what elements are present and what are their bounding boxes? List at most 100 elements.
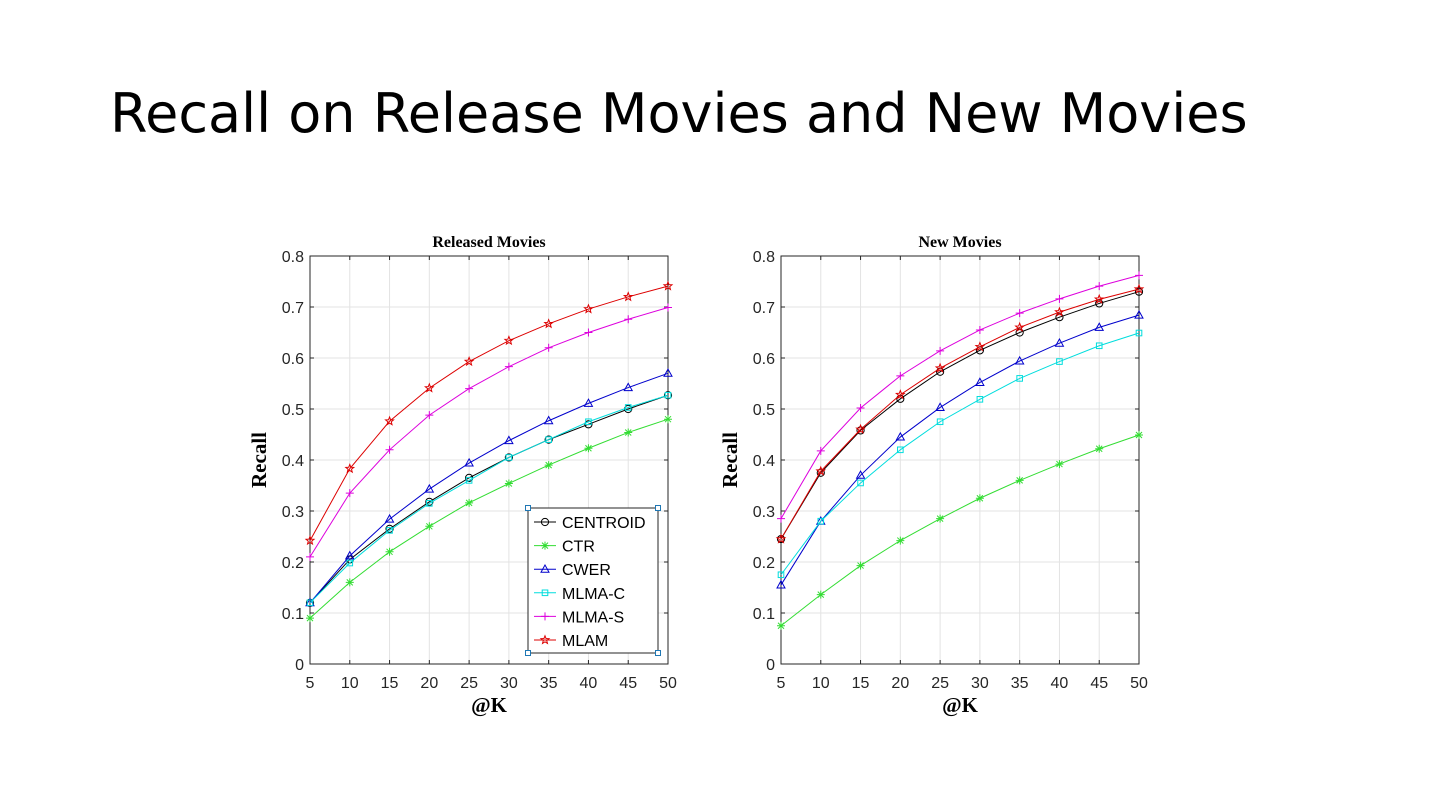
x-tick-label: 15 (381, 675, 399, 692)
data-point (624, 404, 632, 411)
data-point (465, 498, 474, 507)
data-point (1054, 306, 1065, 317)
data-point (1016, 375, 1023, 382)
legend: CENTROID CTR CWER MLMA-C MLMA-S MLAM (525, 505, 661, 656)
series-mlma-s (306, 303, 672, 561)
legend-marker (540, 563, 550, 573)
data-point (816, 590, 825, 599)
legend-label: MLAM (562, 633, 608, 650)
x-tick-label: 15 (852, 675, 870, 692)
series-mlma-c (777, 329, 1143, 579)
y-tick-label: 0 (295, 657, 304, 674)
data-point (856, 403, 865, 412)
data-point (505, 454, 513, 461)
series-line (309, 418, 669, 619)
series-mlma-c (306, 391, 672, 607)
y-tick-label: 0.3 (282, 504, 304, 521)
data-point (345, 578, 354, 587)
legend-label: CENTROID (562, 515, 646, 532)
data-point (975, 377, 985, 386)
legend-label: CTR (562, 539, 595, 556)
data-point (544, 343, 553, 352)
legend-item-centroid: CENTROID (534, 515, 646, 532)
data-point (386, 527, 393, 534)
data-point (304, 534, 316, 546)
data-point (895, 389, 906, 400)
x-tick-label: 25 (460, 675, 478, 692)
data-point (816, 468, 825, 477)
legend-item-cwer: CWER (534, 562, 611, 579)
data-point (1135, 271, 1143, 280)
data-point (816, 446, 825, 455)
x-tick-label: 20 (891, 675, 909, 692)
ticks: 5 10 15 20 25 30 35 40 45 50 0 0.1 0.2 0.3 0.4 0.5 0.6 0.… (753, 249, 1148, 692)
data-point (344, 550, 355, 560)
legend-box (527, 507, 659, 654)
series-mlma-s (777, 271, 1143, 523)
legend-marker (541, 612, 549, 621)
y-tick-label: 0 (766, 657, 775, 674)
data-point (936, 514, 945, 523)
data-point (662, 280, 674, 291)
data-point (345, 489, 354, 498)
data-point (777, 621, 785, 630)
data-point (584, 328, 593, 337)
data-point (855, 423, 866, 434)
y-tick-label: 0.8 (753, 249, 775, 266)
data-point (424, 382, 435, 393)
data-point (976, 396, 984, 403)
data-point (1133, 283, 1145, 294)
data-point (936, 346, 945, 355)
legend-handle (525, 650, 531, 656)
y-tick-label: 0.6 (753, 351, 775, 368)
legend-handle (655, 650, 661, 656)
legend-marker (541, 589, 549, 597)
data-point (385, 445, 394, 454)
released-movies-chart: 5 10 15 20 25 30 35 40 45 50 0 0.1 0.2 0.3 0.4 0.5 0.6 0.… (247, 234, 677, 717)
data-point (426, 500, 433, 507)
x-tick-label: 35 (540, 675, 558, 692)
data-point (585, 418, 592, 426)
x-tick-label: 45 (619, 675, 637, 692)
ticks: 5 10 15 20 25 30 35 40 45 50 0 0.1 0.2 0.3 0.4 0.5 0.6 0.… (282, 249, 677, 692)
data-point (775, 533, 787, 544)
data-point (1093, 293, 1105, 304)
series-mlam (775, 283, 1145, 544)
data-point (624, 428, 633, 437)
series-line (309, 394, 669, 604)
legend-item-mlma-c: MLMA-C (534, 586, 625, 603)
data-point (306, 614, 314, 623)
data-point (504, 362, 513, 371)
x-axis-label: @K (942, 693, 979, 717)
legend-item-ctr: CTR (534, 539, 595, 556)
x-tick-label: 50 (1130, 675, 1148, 692)
data-point (857, 479, 864, 487)
data-point (1095, 282, 1104, 291)
data-point (545, 436, 552, 443)
data-point (464, 457, 474, 467)
data-point (583, 398, 594, 407)
x-tick-label: 10 (812, 675, 830, 692)
data-point (856, 561, 865, 570)
y-tick-label: 0.7 (282, 300, 304, 317)
y-tick-label: 0.6 (282, 351, 304, 368)
data-point (974, 341, 986, 352)
data-point (1055, 460, 1064, 469)
data-point (777, 571, 785, 579)
legend-marker (539, 634, 551, 645)
data-point (306, 599, 314, 607)
chart-title: New Movies (918, 234, 1001, 251)
x-tick-label: 5 (777, 675, 786, 692)
data-point (855, 470, 866, 479)
data-point (465, 384, 474, 393)
data-point (815, 465, 827, 476)
x-tick-label: 10 (341, 675, 359, 692)
data-point (896, 371, 905, 380)
data-point (664, 303, 672, 312)
series-line (309, 372, 669, 604)
series-line (780, 288, 1140, 540)
y-axis-label: Recall (247, 432, 271, 488)
data-point (385, 524, 394, 533)
data-point (504, 453, 513, 462)
data-point (624, 315, 633, 324)
